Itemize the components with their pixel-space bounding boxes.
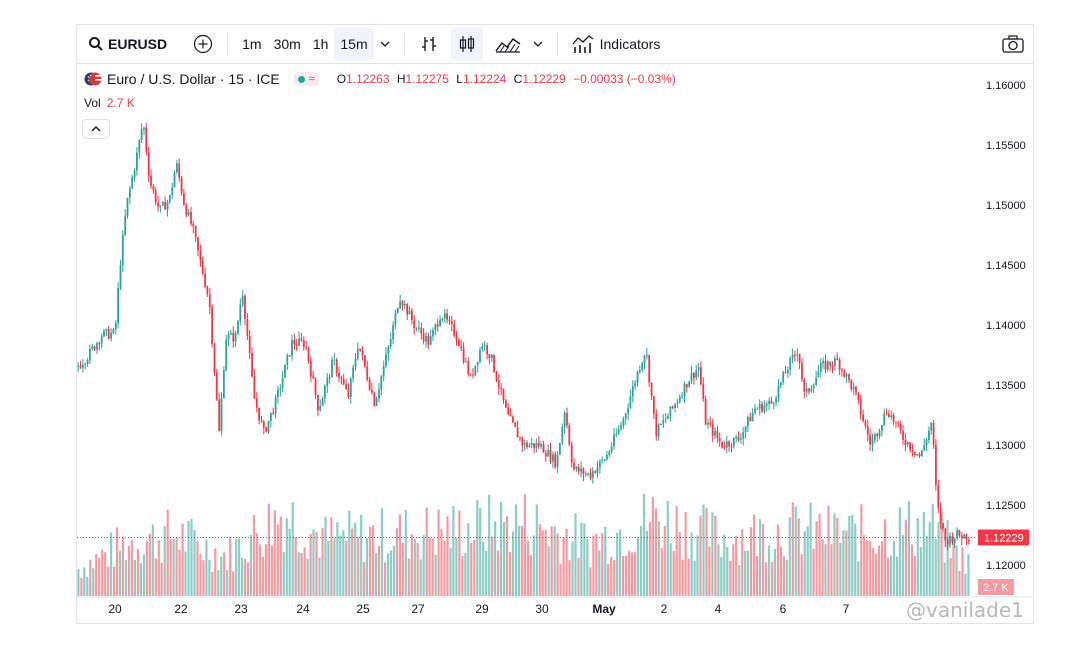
- chevron-down-icon: [380, 41, 390, 47]
- interval-dropdown-button[interactable]: [374, 28, 396, 60]
- low-label: L: [456, 72, 463, 86]
- chevron-up-icon: [91, 126, 101, 132]
- chart-type-button[interactable]: [489, 28, 527, 60]
- symbol-legend: Euro / U.S. Dollar · 15 · ICE ≈ O1.12263…: [84, 71, 676, 87]
- volume-value: 2.7 K: [106, 96, 135, 110]
- high-label: H: [396, 72, 406, 86]
- delayed-data-icon: ≈: [308, 73, 315, 85]
- volume-legend: Vol 2.7 K: [84, 96, 135, 110]
- interval-1h-button[interactable]: 1h: [307, 28, 335, 60]
- chart-widget: [76, 24, 1034, 624]
- interval-label: 1h: [312, 35, 329, 52]
- ohlc-values: O1.12263 H1.12275 L1.12224 C1.12229 −0.0…: [337, 72, 676, 86]
- indicators-icon: [572, 34, 594, 53]
- market-status-badge: ≈: [293, 72, 319, 86]
- interval-label: 15m: [340, 35, 368, 52]
- toolbar-divider: [227, 32, 229, 55]
- close-label: C: [513, 72, 523, 86]
- plus-circle-icon: [194, 34, 213, 53]
- bars-style-button[interactable]: [413, 28, 445, 60]
- high-value: 1.12275: [405, 72, 449, 86]
- close-value: 1.12229: [522, 72, 566, 86]
- flag-eu-us-icon: [84, 72, 102, 86]
- watermark: @vanilade1: [906, 598, 1024, 622]
- compare-symbol-button[interactable]: [187, 28, 219, 60]
- chevron-down-icon: [533, 41, 543, 47]
- symbol-search-button[interactable]: EURUSD: [82, 28, 173, 60]
- toolbar-divider: [556, 32, 558, 55]
- area-chart-icon: [495, 37, 521, 53]
- interval-1m-button[interactable]: 1m: [236, 28, 267, 60]
- low-value: 1.12224: [462, 72, 507, 86]
- snapshot-button[interactable]: [996, 28, 1030, 60]
- camera-icon: [1002, 34, 1024, 53]
- volume-label: Vol: [84, 96, 101, 110]
- interval-15m-button[interactable]: 15m: [334, 27, 374, 60]
- indicators-button[interactable]: Indicators: [566, 28, 667, 60]
- interval-label: 1m: [242, 35, 262, 52]
- symbol-label: EURUSD: [108, 35, 168, 52]
- search-icon: [89, 36, 103, 51]
- interval-label: 30m: [273, 35, 301, 52]
- collapse-legend-button[interactable]: [82, 119, 110, 139]
- change-value: −0.00033 (−0.03%): [573, 72, 676, 86]
- indicators-label: Indicators: [599, 35, 661, 52]
- ohlc-bars-icon: [421, 36, 436, 51]
- market-open-dot: [297, 75, 305, 83]
- symbol-title: Euro / U.S. Dollar · 15 · ICE: [107, 71, 280, 87]
- toolbar-divider: [403, 32, 405, 55]
- interval-30m-button[interactable]: 30m: [268, 28, 307, 60]
- candlestick-icon: [459, 35, 474, 52]
- chart-toolbar: EURUSD 1m 30m 1h 15m Indicators: [76, 24, 1034, 64]
- open-label: O: [336, 72, 347, 86]
- candles-style-button[interactable]: [450, 27, 483, 60]
- chart-type-dropdown-button[interactable]: [527, 28, 549, 60]
- open-value: 1.12263: [346, 72, 390, 86]
